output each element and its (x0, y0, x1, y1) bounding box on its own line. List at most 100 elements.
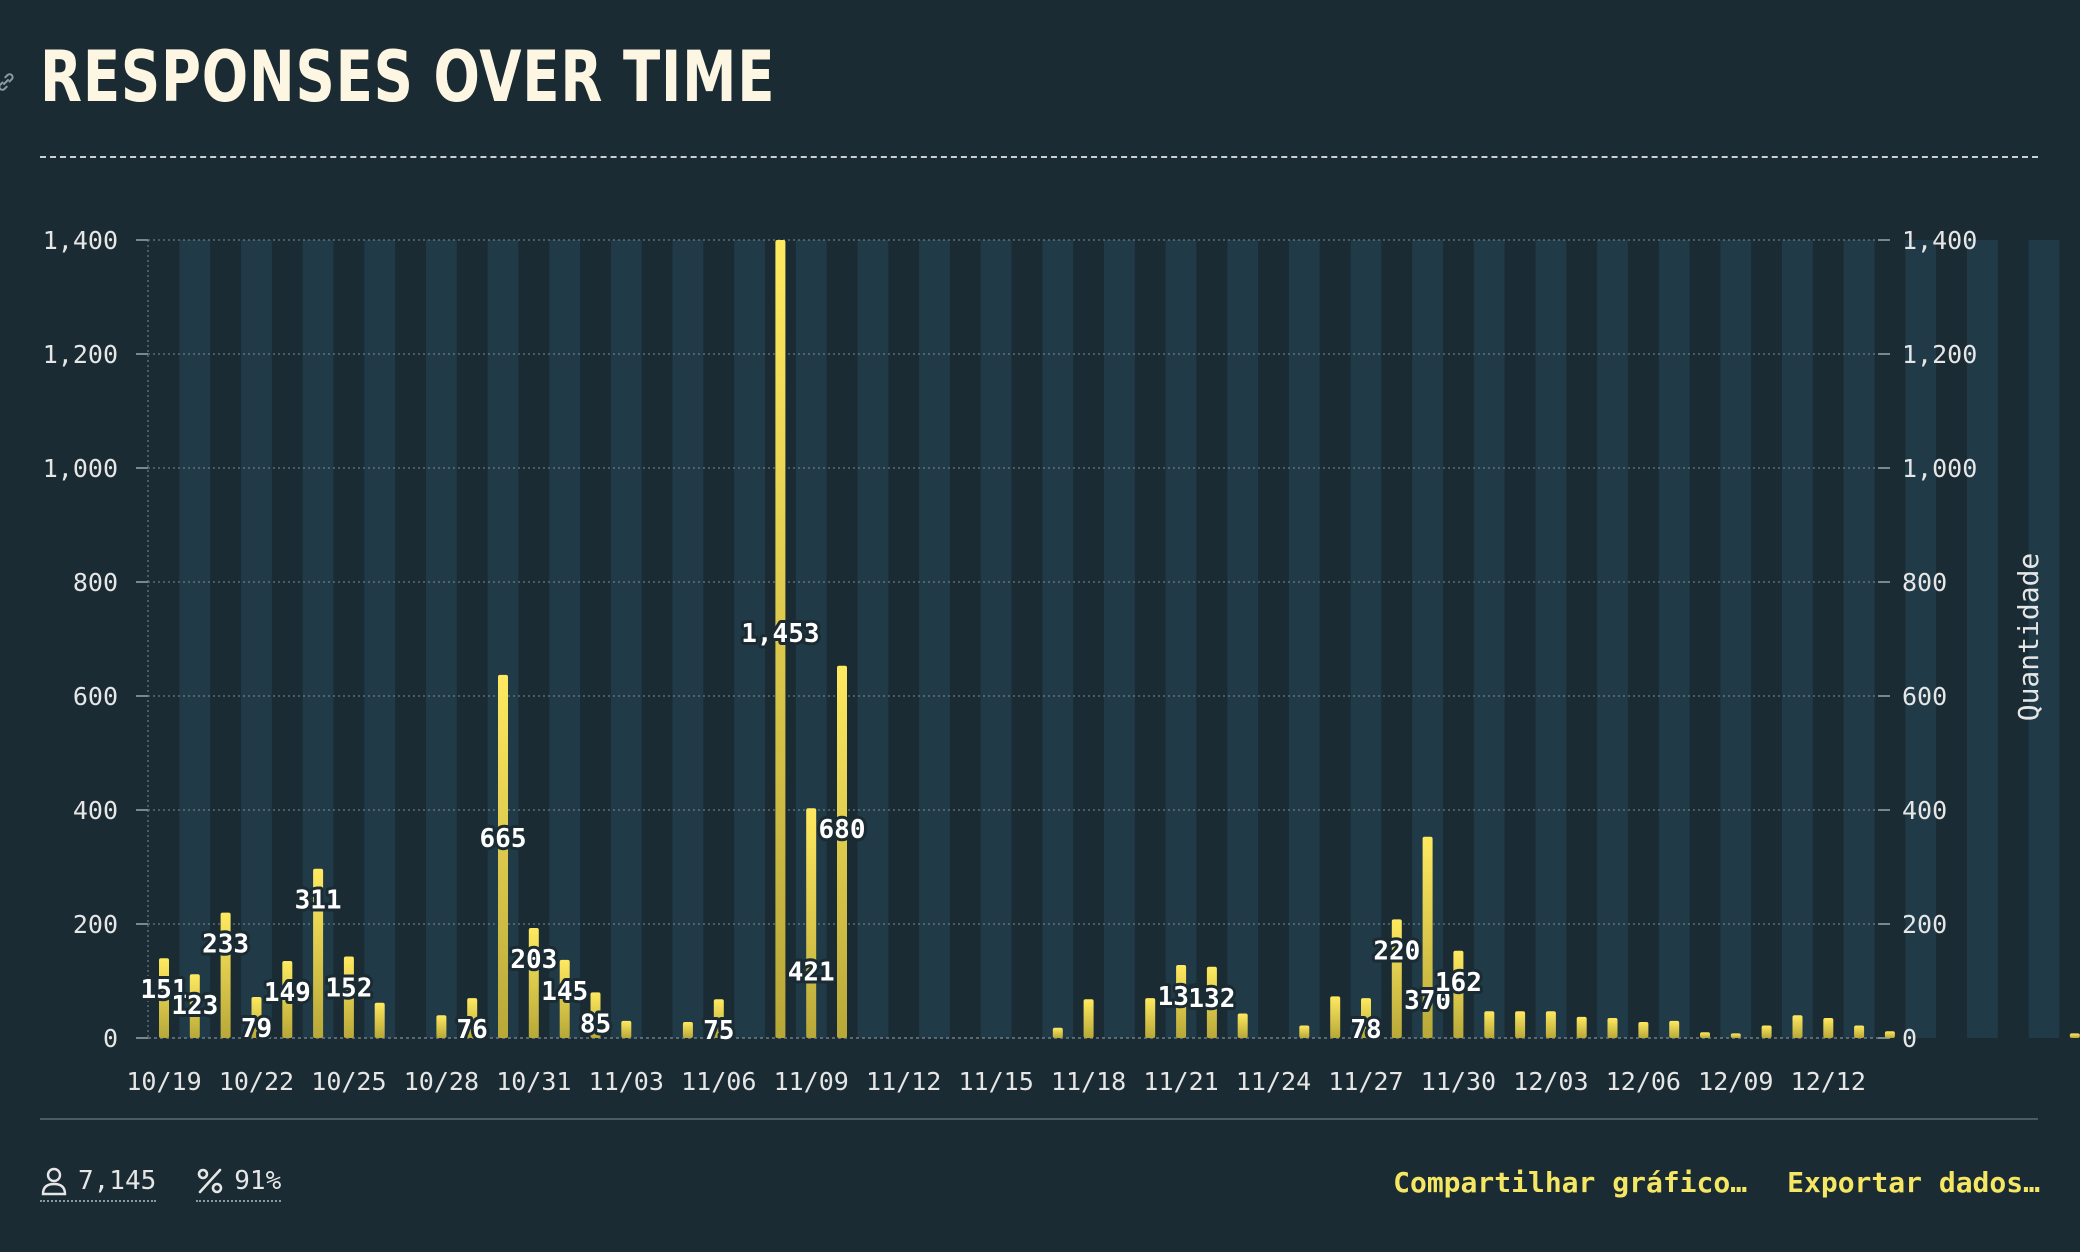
data-label: 145 (541, 977, 588, 1007)
bar[interactable] (1453, 950, 1464, 1038)
bar[interactable] (251, 997, 262, 1038)
bar[interactable] (1669, 1020, 1680, 1038)
share-chart-button[interactable]: Compartilhar gráfico… (1393, 1166, 1748, 1199)
data-label: 665 (480, 824, 527, 854)
x-tick-label: 11/03 (589, 1067, 664, 1096)
date-band (2028, 240, 2060, 1038)
y-axis-title: Quantidade (2012, 553, 2045, 722)
bar[interactable] (590, 992, 601, 1038)
bar[interactable] (1884, 1031, 1895, 1038)
footer-divider (40, 1118, 2038, 1120)
bar[interactable] (1700, 1032, 1710, 1038)
y-tick-label: 600 (73, 682, 118, 711)
bar[interactable] (1299, 1025, 1310, 1039)
bar[interactable] (1854, 1025, 1865, 1039)
bar[interactable] (621, 1020, 632, 1038)
bar[interactable] (1607, 1018, 1618, 1038)
x-tick-label: 10/31 (496, 1067, 571, 1096)
y-tick-label: 1,200 (43, 340, 118, 369)
bar[interactable] (1730, 1033, 1741, 1038)
x-tick-label: 11/18 (1051, 1067, 1126, 1096)
y-tick-label: 200 (73, 910, 118, 939)
date-band (1843, 240, 1875, 1038)
bar[interactable] (559, 959, 570, 1038)
completion-stat[interactable]: 91% (196, 1166, 282, 1202)
percent-icon (197, 1168, 223, 1194)
bar[interactable] (1792, 1015, 1803, 1038)
respondents-stat[interactable]: 7,145 (40, 1166, 157, 1202)
bar[interactable] (837, 665, 847, 1038)
date-band (1350, 240, 1382, 1038)
bar[interactable] (528, 928, 539, 1038)
bar[interactable] (806, 808, 817, 1038)
bar[interactable] (1761, 1025, 1772, 1039)
date-band (1782, 240, 1813, 1038)
bar[interactable] (1052, 1027, 1063, 1038)
date-band (1227, 240, 1259, 1038)
bar[interactable] (1176, 965, 1187, 1038)
date-band (1165, 240, 1197, 1038)
date-band (1535, 240, 1567, 1038)
x-tick-label: 10/25 (311, 1067, 386, 1096)
x-tick-label: 10/22 (219, 1067, 294, 1096)
date-band (241, 240, 272, 1038)
bar[interactable] (498, 674, 508, 1038)
date-band (1042, 240, 1074, 1038)
bar[interactable] (343, 956, 354, 1039)
bar[interactable] (1237, 1013, 1248, 1039)
date-band (1104, 240, 1135, 1038)
date-band (179, 240, 211, 1038)
bar[interactable] (313, 868, 324, 1038)
date-band (1658, 240, 1690, 1038)
bar[interactable] (1515, 1011, 1526, 1038)
bar[interactable] (374, 1002, 385, 1038)
respondents-count: 7,145 (78, 1166, 157, 1196)
y-tick-label: 400 (1902, 796, 1947, 825)
bar[interactable] (1823, 1018, 1834, 1038)
bar[interactable] (2069, 1033, 2080, 1038)
x-tick-label: 11/27 (1328, 1067, 1403, 1096)
bar[interactable] (682, 1022, 693, 1038)
bar[interactable] (775, 240, 786, 1038)
date-band (919, 240, 950, 1038)
bar[interactable] (189, 974, 200, 1038)
data-label: 151 (141, 975, 188, 1005)
bar[interactable] (1083, 999, 1094, 1038)
bar[interactable] (467, 998, 478, 1038)
y-axis-left: 0 200 400 600 800 1,000 1,200 1,400 (43, 226, 118, 1053)
date-band (610, 240, 642, 1038)
data-label: 370 (1404, 986, 1451, 1016)
bar[interactable] (1330, 996, 1341, 1038)
bar[interactable] (282, 961, 293, 1038)
bar[interactable] (1576, 1016, 1587, 1038)
bar[interactable] (1206, 966, 1217, 1039)
data-label: 421 (788, 957, 835, 987)
y-axis-right: 0 200 400 600 800 1,000 1,200 1,400 (1902, 226, 1977, 1053)
x-axis: 10/19 10/22 10/25 10/28 10/31 11/03 11/06 11/09… (126, 1067, 1866, 1096)
bar[interactable] (220, 912, 231, 1038)
bar[interactable] (1391, 919, 1402, 1038)
bar[interactable] (1145, 998, 1156, 1038)
bar[interactable] (1361, 998, 1371, 1038)
date-band (364, 240, 396, 1038)
date-bands (179, 240, 2060, 1038)
chart-actions: Compartilhar gráfico… Exportar dados… (1393, 1166, 2040, 1199)
y-tick-label: 600 (1902, 682, 1947, 711)
x-tick-label: 12/03 (1513, 1067, 1588, 1096)
completion-rate: 91% (234, 1166, 282, 1196)
bar[interactable] (436, 1015, 447, 1038)
bar[interactable] (1422, 836, 1433, 1038)
bar[interactable] (1638, 1022, 1649, 1038)
page-title: RESPONSES OVER TIME (40, 36, 776, 118)
y-tick-label: 1,200 (1902, 340, 1977, 369)
gridlines (136, 239, 1890, 1039)
bar[interactable] (1484, 1011, 1495, 1038)
bar[interactable] (159, 958, 169, 1038)
link-icon[interactable] (0, 70, 18, 94)
data-label: 220 (1373, 936, 1420, 966)
export-data-button[interactable]: Exportar dados… (1787, 1166, 2040, 1199)
bar[interactable] (1545, 1011, 1556, 1038)
bar[interactable] (713, 999, 724, 1038)
date-band (857, 240, 889, 1038)
data-label: 162 (1435, 968, 1482, 998)
